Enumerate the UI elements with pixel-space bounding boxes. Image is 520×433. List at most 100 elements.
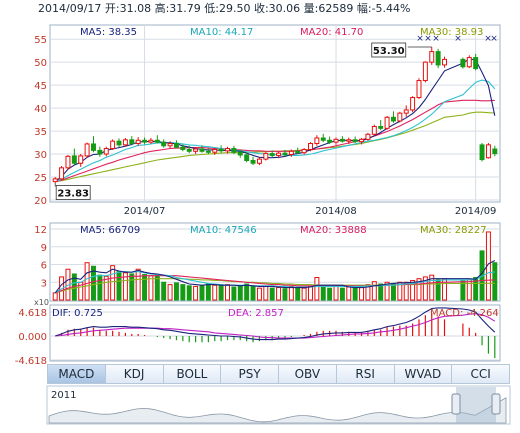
volume-ma-lines <box>54 260 496 294</box>
tab-boll[interactable]: BOLL <box>164 365 222 383</box>
volume-bar <box>212 284 218 301</box>
volume-bar <box>135 268 141 301</box>
candle-body <box>365 133 371 140</box>
candle-body <box>333 138 339 143</box>
indicator-tabs: MACD KDJ BOLL PSY OBV RSI WVAD CCI <box>47 364 510 384</box>
volume-bar <box>346 286 352 301</box>
candle-body <box>231 148 237 153</box>
tab-psy[interactable]: PSY <box>221 365 279 383</box>
candle-body <box>135 139 141 144</box>
volume-bar <box>180 284 186 301</box>
price-y-tick: 50 <box>34 58 47 69</box>
candle-body <box>71 155 77 164</box>
volume-bar <box>52 292 58 301</box>
tab-obv[interactable]: OBV <box>279 365 337 383</box>
event-marker: ⨯ <box>490 34 498 44</box>
candle-body <box>52 178 58 183</box>
volume-bar <box>103 275 109 301</box>
candle-body <box>212 148 218 153</box>
candle-body <box>110 140 116 150</box>
candle-body <box>186 148 192 152</box>
macd-y-axis: 4.618 0.000 -4.618 <box>15 308 47 367</box>
volume-bar <box>435 279 441 301</box>
volume-bar <box>110 265 116 301</box>
volume-bar <box>282 288 288 301</box>
candle-body <box>103 148 109 155</box>
tab-wvad[interactable]: WVAD <box>395 365 453 383</box>
candle-body <box>276 152 282 156</box>
navigator[interactable]: 2011 <box>48 387 507 424</box>
price-x-tick: 2014/08 <box>315 206 357 217</box>
volume-bar <box>384 281 390 301</box>
volume-bar <box>371 281 377 301</box>
candle-body <box>161 141 167 147</box>
macd-dea-label: DEA: 2.857 <box>228 308 284 319</box>
volume-legend-item: MA10: 47546 <box>190 225 257 236</box>
event-marker: ⨯ <box>416 34 424 44</box>
tab-kdj[interactable]: KDJ <box>106 365 164 383</box>
price-legend-item: MA20: 41.70 <box>300 27 363 38</box>
candle-body <box>442 58 447 66</box>
volume-bar <box>365 284 371 301</box>
macd-y-tick: -4.618 <box>15 356 47 367</box>
candle-body <box>327 139 333 143</box>
macd-y-tick: 4.618 <box>18 308 47 319</box>
volume-bar <box>250 285 256 301</box>
volume-bar <box>301 287 307 301</box>
volume-bar <box>193 285 199 301</box>
price-ma5-line <box>54 58 496 183</box>
volume-bar <box>186 285 192 301</box>
tab-rsi[interactable]: RSI <box>337 365 395 383</box>
volume-bar <box>333 285 339 301</box>
volume-bar <box>460 280 466 301</box>
candle-body <box>473 57 479 70</box>
candle-body <box>460 58 466 68</box>
tab-cci[interactable]: CCI <box>470 367 491 381</box>
high-label-box <box>371 42 407 58</box>
price-y-axis: 55 50 45 40 35 30 25 20 <box>34 35 47 207</box>
volume-bar <box>422 276 428 301</box>
candle-body <box>263 153 269 160</box>
volume-bar <box>161 281 167 301</box>
price-y-tick: 40 <box>34 104 47 115</box>
volume-legend-item: MA5: 66709 <box>80 225 140 236</box>
candle-body <box>397 112 403 122</box>
tab-macd[interactable]: MACD <box>48 365 106 383</box>
navigator-right-handle <box>491 393 501 415</box>
candle-body <box>269 153 275 156</box>
price-x-axis: 2014/07 2014/08 2014/09 <box>124 206 497 217</box>
price-legend-item: MA10: 44.17 <box>190 27 253 38</box>
volume-legend-item: MA20: 33888 <box>300 225 367 236</box>
price-legend-item: MA5: 38.35 <box>80 27 137 38</box>
event-marker: ⨯ <box>454 34 462 44</box>
candle-body <box>479 144 485 161</box>
navigator-year-label: 2011 <box>51 390 76 401</box>
volume-bar <box>205 283 211 301</box>
volume-bar <box>256 287 262 301</box>
volume-bar <box>378 283 384 301</box>
candle-body <box>237 151 243 156</box>
volume-bar <box>473 277 479 301</box>
price-panel-frame <box>49 24 501 203</box>
volume-legend-item: MA30: 28227 <box>420 225 487 236</box>
candle-body <box>59 167 65 180</box>
volume-bar <box>410 279 416 301</box>
candle-body <box>250 159 256 164</box>
volume-bar <box>142 274 148 301</box>
volume-bar <box>84 262 90 301</box>
price-ma10-line <box>55 79 496 183</box>
candle-body <box>205 150 211 153</box>
macd-dif-label: DIF: 0.725 <box>52 308 103 319</box>
volume-bar <box>320 285 326 301</box>
candle-body <box>167 142 173 147</box>
volume-bar <box>129 273 135 301</box>
volume-y-tick: 9 <box>41 243 47 254</box>
candle-body <box>339 138 345 142</box>
price-ma-lines <box>54 58 496 183</box>
volume-bar <box>429 274 435 301</box>
volume-bar <box>492 262 498 301</box>
macd-dea-line <box>55 313 496 339</box>
candle-body <box>378 125 384 129</box>
